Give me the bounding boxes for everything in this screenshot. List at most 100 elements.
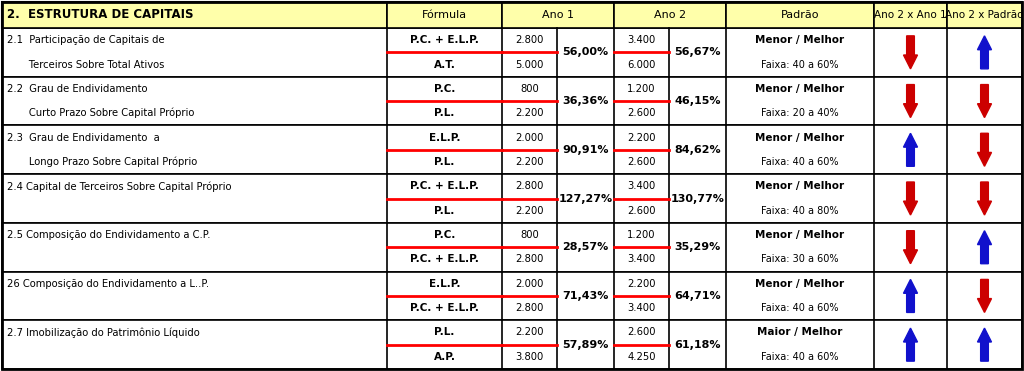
- Text: 2.000: 2.000: [515, 132, 544, 142]
- Text: Padrão: Padrão: [780, 10, 819, 20]
- Bar: [2, 28, 1022, 77]
- Text: 5.000: 5.000: [515, 59, 544, 69]
- Text: Ano 2 x Ano 1: Ano 2 x Ano 1: [874, 10, 947, 20]
- Bar: [2, 174, 1022, 223]
- Text: 56,67%: 56,67%: [674, 47, 721, 58]
- Text: Menor / Melhor: Menor / Melhor: [756, 230, 845, 240]
- Text: 2.5 Composição do Endividamento a C.P.: 2.5 Composição do Endividamento a C.P.: [7, 230, 211, 240]
- Text: 2.200: 2.200: [515, 206, 544, 216]
- Bar: [2, 125, 1022, 174]
- Text: 2.000: 2.000: [515, 279, 544, 289]
- Polygon shape: [903, 85, 918, 118]
- Text: Terceiros Sobre Total Ativos: Terceiros Sobre Total Ativos: [7, 59, 165, 69]
- Text: 3.800: 3.800: [515, 352, 544, 362]
- Text: Faixa: 20 a 40%: Faixa: 20 a 40%: [761, 108, 839, 118]
- Text: 26 Composição do Endividamento a L..P.: 26 Composição do Endividamento a L..P.: [7, 279, 209, 289]
- Polygon shape: [903, 182, 918, 215]
- Text: 2.600: 2.600: [628, 328, 655, 338]
- Text: Faixa: 40 a 60%: Faixa: 40 a 60%: [761, 352, 839, 362]
- Bar: [614, 2, 726, 28]
- Text: 3.400: 3.400: [628, 35, 655, 45]
- Text: 57,89%: 57,89%: [562, 339, 608, 349]
- Polygon shape: [978, 182, 991, 215]
- Bar: [2, 223, 1022, 272]
- Text: Menor / Melhor: Menor / Melhor: [756, 132, 845, 142]
- Polygon shape: [903, 231, 918, 264]
- Text: P.C.: P.C.: [434, 84, 456, 94]
- Text: 64,71%: 64,71%: [674, 291, 721, 301]
- Polygon shape: [978, 231, 991, 264]
- Polygon shape: [903, 279, 918, 312]
- Polygon shape: [978, 279, 991, 312]
- Text: 6.000: 6.000: [628, 59, 655, 69]
- Text: 35,29%: 35,29%: [675, 242, 721, 252]
- Text: Menor / Melhor: Menor / Melhor: [756, 84, 845, 94]
- Text: Ano 2: Ano 2: [654, 10, 686, 20]
- Text: P.C. + E.L.P.: P.C. + E.L.P.: [410, 35, 479, 45]
- Bar: [947, 2, 1022, 28]
- Text: 2.800: 2.800: [515, 181, 544, 191]
- Text: Menor / Melhor: Menor / Melhor: [756, 35, 845, 45]
- Text: 2.200: 2.200: [628, 132, 655, 142]
- Text: Faixa: 40 a 60%: Faixa: 40 a 60%: [761, 303, 839, 313]
- Text: E.L.P.: E.L.P.: [429, 279, 460, 289]
- Text: P.C. + E.L.P.: P.C. + E.L.P.: [410, 303, 479, 313]
- Text: Longo Prazo Sobre Capital Próprio: Longo Prazo Sobre Capital Próprio: [7, 157, 198, 167]
- Text: 71,43%: 71,43%: [562, 291, 608, 301]
- Text: 2.200: 2.200: [515, 328, 544, 338]
- Text: Faixa: 40 a 60%: Faixa: 40 a 60%: [761, 59, 839, 69]
- Bar: [2, 272, 1022, 320]
- Bar: [502, 2, 614, 28]
- Bar: [2, 77, 1022, 125]
- Text: 2.600: 2.600: [628, 206, 655, 216]
- Text: 46,15%: 46,15%: [674, 96, 721, 106]
- Text: 3.400: 3.400: [628, 303, 655, 313]
- Text: Menor / Melhor: Menor / Melhor: [756, 181, 845, 191]
- Text: 2.7 Imobilização do Patrimônio Líquido: 2.7 Imobilização do Patrimônio Líquido: [7, 327, 200, 338]
- Text: A.P.: A.P.: [433, 352, 456, 362]
- Text: 28,57%: 28,57%: [562, 242, 608, 252]
- Text: 3.400: 3.400: [628, 181, 655, 191]
- Text: 127,27%: 127,27%: [558, 194, 612, 204]
- Text: 1.200: 1.200: [628, 84, 655, 94]
- Text: 56,00%: 56,00%: [562, 47, 608, 58]
- Text: Ano 1: Ano 1: [542, 10, 574, 20]
- Text: E.L.P.: E.L.P.: [429, 132, 460, 142]
- Text: 4.250: 4.250: [628, 352, 655, 362]
- Text: A.T.: A.T.: [433, 59, 456, 69]
- Text: P.L.: P.L.: [434, 206, 455, 216]
- Text: 2.600: 2.600: [628, 108, 655, 118]
- Text: P.L.: P.L.: [434, 328, 455, 338]
- Text: P.L.: P.L.: [434, 157, 455, 167]
- Text: 2.  ESTRUTURA DE CAPITAIS: 2. ESTRUTURA DE CAPITAIS: [7, 9, 194, 22]
- Polygon shape: [903, 328, 918, 361]
- Polygon shape: [978, 328, 991, 361]
- Text: P.C.: P.C.: [434, 230, 456, 240]
- Text: 2.200: 2.200: [628, 279, 655, 289]
- Text: 2.1  Participação de Capitais de: 2.1 Participação de Capitais de: [7, 35, 165, 45]
- Bar: [874, 2, 947, 28]
- Bar: [2, 320, 1022, 369]
- Text: Menor / Melhor: Menor / Melhor: [756, 279, 845, 289]
- Text: 3.400: 3.400: [628, 255, 655, 265]
- Text: P.C. + E.L.P.: P.C. + E.L.P.: [410, 181, 479, 191]
- Text: Faixa: 40 a 60%: Faixa: 40 a 60%: [761, 157, 839, 167]
- Text: 800: 800: [520, 230, 539, 240]
- Polygon shape: [978, 85, 991, 118]
- Polygon shape: [978, 36, 991, 69]
- Text: P.L.: P.L.: [434, 108, 455, 118]
- Text: 2.800: 2.800: [515, 255, 544, 265]
- Bar: [726, 2, 874, 28]
- Text: 2.4 Capital de Terceiros Sobre Capital Próprio: 2.4 Capital de Terceiros Sobre Capital P…: [7, 181, 231, 191]
- Bar: [2, 2, 387, 28]
- Bar: [2, 2, 1022, 28]
- Text: 2.200: 2.200: [515, 157, 544, 167]
- Text: 90,91%: 90,91%: [562, 145, 608, 155]
- Polygon shape: [903, 133, 918, 166]
- Text: 61,18%: 61,18%: [674, 339, 721, 349]
- Text: 130,77%: 130,77%: [671, 194, 724, 204]
- Text: P.C. + E.L.P.: P.C. + E.L.P.: [410, 255, 479, 265]
- Bar: [387, 2, 502, 28]
- Text: 2.600: 2.600: [628, 157, 655, 167]
- Text: 2.2  Grau de Endividamento: 2.2 Grau de Endividamento: [7, 84, 147, 94]
